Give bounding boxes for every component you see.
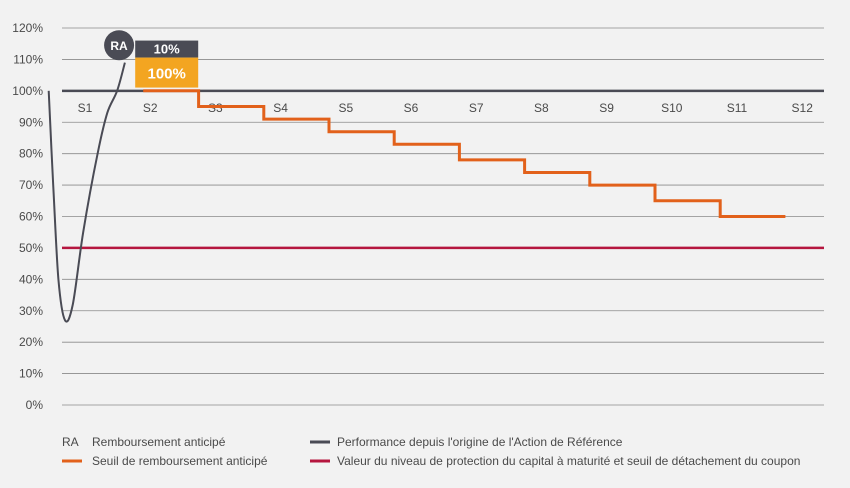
x-tick-label: S7 xyxy=(469,101,484,115)
y-tick-label: 10% xyxy=(19,367,43,381)
coupon-label: 10% xyxy=(154,42,180,57)
coupon-box xyxy=(135,40,199,58)
x-tick-label: S6 xyxy=(404,101,419,115)
legend-label-ra: Remboursement anticipé xyxy=(92,435,226,449)
y-tick-label: 60% xyxy=(19,210,43,224)
y-tick-label: 110% xyxy=(13,52,43,66)
y-tick-label: 0% xyxy=(26,398,44,412)
performance-line xyxy=(47,62,126,323)
y-tick-label: 90% xyxy=(19,115,43,129)
annotation: 10% 100% RA xyxy=(104,30,199,88)
x-tick-label: S5 xyxy=(338,101,353,115)
x-axis: S1 S2 S3 S4 S5 S6 S7 S8 S9 S10 S11 S12 xyxy=(78,101,814,115)
y-tick-label: 40% xyxy=(19,272,43,286)
y-tick-label: 50% xyxy=(19,241,43,255)
x-tick-label: S9 xyxy=(599,101,614,115)
x-tick-label: S8 xyxy=(534,101,549,115)
redemption-label: 100% xyxy=(148,66,186,83)
legend-key-ra: RA xyxy=(62,435,79,449)
y-axis: 0% 10% 20% 30% 40% 50% 60% 70% 80% 90% 100% 110% 120… xyxy=(12,21,43,412)
ra-marker xyxy=(104,30,135,61)
y-tick-label: 20% xyxy=(19,335,43,349)
x-tick-label: S12 xyxy=(792,101,814,115)
ra-marker-label: RA xyxy=(110,39,128,53)
y-tick-label: 70% xyxy=(19,178,43,192)
y-tick-label: 120% xyxy=(12,21,43,35)
legend-label-protection: Valeur du niveau de protection du capita… xyxy=(337,454,800,468)
y-tick-label: 30% xyxy=(19,304,43,318)
y-tick-label: 100% xyxy=(12,84,43,98)
x-tick-label: S2 xyxy=(143,101,158,115)
redemption-threshold-line xyxy=(143,89,786,218)
legend: RA Remboursement anticipé Performance depu… xyxy=(62,435,800,468)
x-tick-label: S1 xyxy=(78,101,93,115)
x-tick-label: S4 xyxy=(273,101,288,115)
legend-label-performance: Performance depuis l'origine de l'Action… xyxy=(337,435,623,449)
x-tick-label: S11 xyxy=(727,101,748,115)
series xyxy=(47,62,824,323)
legend-label-threshold: Seuil de remboursement anticipé xyxy=(92,454,268,468)
x-tick-label: S10 xyxy=(661,101,683,115)
y-tick-label: 80% xyxy=(19,147,43,161)
redemption-box xyxy=(135,57,199,88)
